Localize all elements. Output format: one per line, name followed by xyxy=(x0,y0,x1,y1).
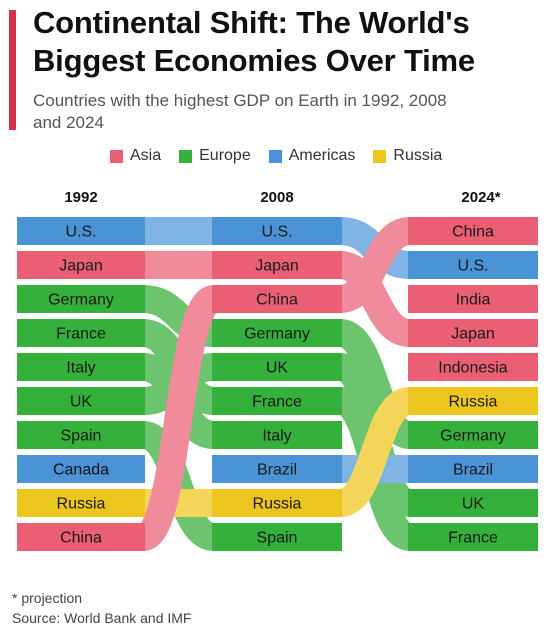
label-us-1: U.S. xyxy=(65,224,96,241)
box-china-3 xyxy=(408,217,538,245)
label-uk-2: UK xyxy=(266,360,289,377)
box-uk-2 xyxy=(212,353,342,381)
box-russia-1 xyxy=(17,489,145,517)
label-china-2: China xyxy=(256,292,298,309)
ribbon-japan-2 xyxy=(337,251,413,347)
box-us-1 xyxy=(17,217,145,245)
box-canada-1 xyxy=(17,455,145,483)
label-italy-1: Italy xyxy=(66,360,95,377)
bump-chart: 1992 2008 2024* U.S. Japan Germany France Italy… xyxy=(17,189,538,551)
label-russia-2: Russia xyxy=(253,496,302,513)
label-russia-1: Russia xyxy=(57,496,106,513)
label-us-2: U.S. xyxy=(261,224,292,241)
box-brazil-3 xyxy=(408,455,538,483)
accent-bar xyxy=(9,10,16,130)
legend-label-europe: Europe xyxy=(199,147,251,164)
box-japan-2 xyxy=(212,251,342,279)
label-spain-2: Spain xyxy=(257,530,298,547)
label-china-1: China xyxy=(60,530,102,547)
footnote: * projection Source: World Bank and IMF xyxy=(12,588,191,628)
box-russia-2 xyxy=(212,489,342,517)
ribbon-russia-2 xyxy=(337,387,413,517)
column-header-1: 1992 xyxy=(64,189,97,206)
legend-item-asia: Asia xyxy=(110,147,161,165)
label-italy-2: Italy xyxy=(262,428,291,445)
box-japan-3 xyxy=(408,319,538,347)
legend-swatch-asia xyxy=(110,149,123,163)
box-india-3 xyxy=(408,285,538,313)
label-germany-2: Germany xyxy=(244,326,310,343)
label-uk-1: UK xyxy=(70,394,93,411)
label-indonesia-3: Indonesia xyxy=(438,360,507,377)
label-japan-3: Japan xyxy=(451,326,495,343)
box-france-3 xyxy=(408,523,538,551)
box-france-1 xyxy=(17,319,145,347)
label-japan-1: Japan xyxy=(59,258,103,275)
label-brazil-2: Brazil xyxy=(257,462,297,479)
box-germany-2 xyxy=(212,319,342,347)
label-brazil-3: Brazil xyxy=(453,462,493,479)
chart-title: Continental Shift: The World's Biggest E… xyxy=(33,5,475,78)
legend-swatch-russia xyxy=(373,149,387,163)
column-header-3: 2024* xyxy=(461,189,500,206)
box-us-3 xyxy=(408,251,538,279)
label-us-3: U.S. xyxy=(457,258,488,275)
legend-item-russia: Russia xyxy=(373,147,442,165)
box-uk-1 xyxy=(17,387,145,415)
legend: Asia Europe Americas Russia xyxy=(110,145,442,167)
box-brazil-2 xyxy=(212,455,342,483)
legend-label-russia: Russia xyxy=(393,147,443,164)
label-canada-1: Canada xyxy=(53,462,109,479)
ribbon-china-1 xyxy=(137,285,220,551)
label-japan-2: Japan xyxy=(255,258,299,275)
box-indonesia-3 xyxy=(408,353,538,381)
legend-label-asia: Asia xyxy=(130,147,162,164)
box-spain-1 xyxy=(17,421,145,449)
source-note: Source: World Bank and IMF xyxy=(12,610,192,626)
legend-item-americas: Americas xyxy=(268,147,356,165)
box-uk-3 xyxy=(408,489,538,517)
label-spain-1: Spain xyxy=(61,428,102,445)
ribbon-germany-2 xyxy=(337,319,413,449)
label-uk-3: UK xyxy=(462,496,485,513)
box-spain-2 xyxy=(212,523,342,551)
label-france-2: France xyxy=(252,394,302,411)
chart-subtitle: Countries with the highest GDP on Earth … xyxy=(33,91,447,132)
box-japan-1 xyxy=(17,251,145,279)
legend-label-americas: Americas xyxy=(288,147,356,164)
box-italy-2 xyxy=(212,421,342,449)
legend-swatch-americas xyxy=(268,149,282,163)
box-france-2 xyxy=(212,387,342,415)
label-france-3: France xyxy=(448,530,498,547)
label-china-3: China xyxy=(452,224,494,241)
ribbon-china-2 xyxy=(337,217,413,313)
label-india-3: India xyxy=(456,292,491,309)
box-us-2 xyxy=(212,217,342,245)
box-germany-1 xyxy=(17,285,145,313)
legend-swatch-europe xyxy=(179,149,193,163)
box-china-1 xyxy=(17,523,145,551)
label-germany-1: Germany xyxy=(48,292,114,309)
box-china-2 xyxy=(212,285,342,313)
label-germany-3: Germany xyxy=(440,428,506,445)
box-russia-3 xyxy=(408,387,538,415)
label-france-1: France xyxy=(56,326,106,343)
label-russia-3: Russia xyxy=(449,394,498,411)
box-italy-1 xyxy=(17,353,145,381)
column-header-2: 2008 xyxy=(260,189,293,206)
projection-note: * projection xyxy=(12,590,83,606)
box-germany-3 xyxy=(408,421,538,449)
legend-item-europe: Europe xyxy=(179,147,251,165)
